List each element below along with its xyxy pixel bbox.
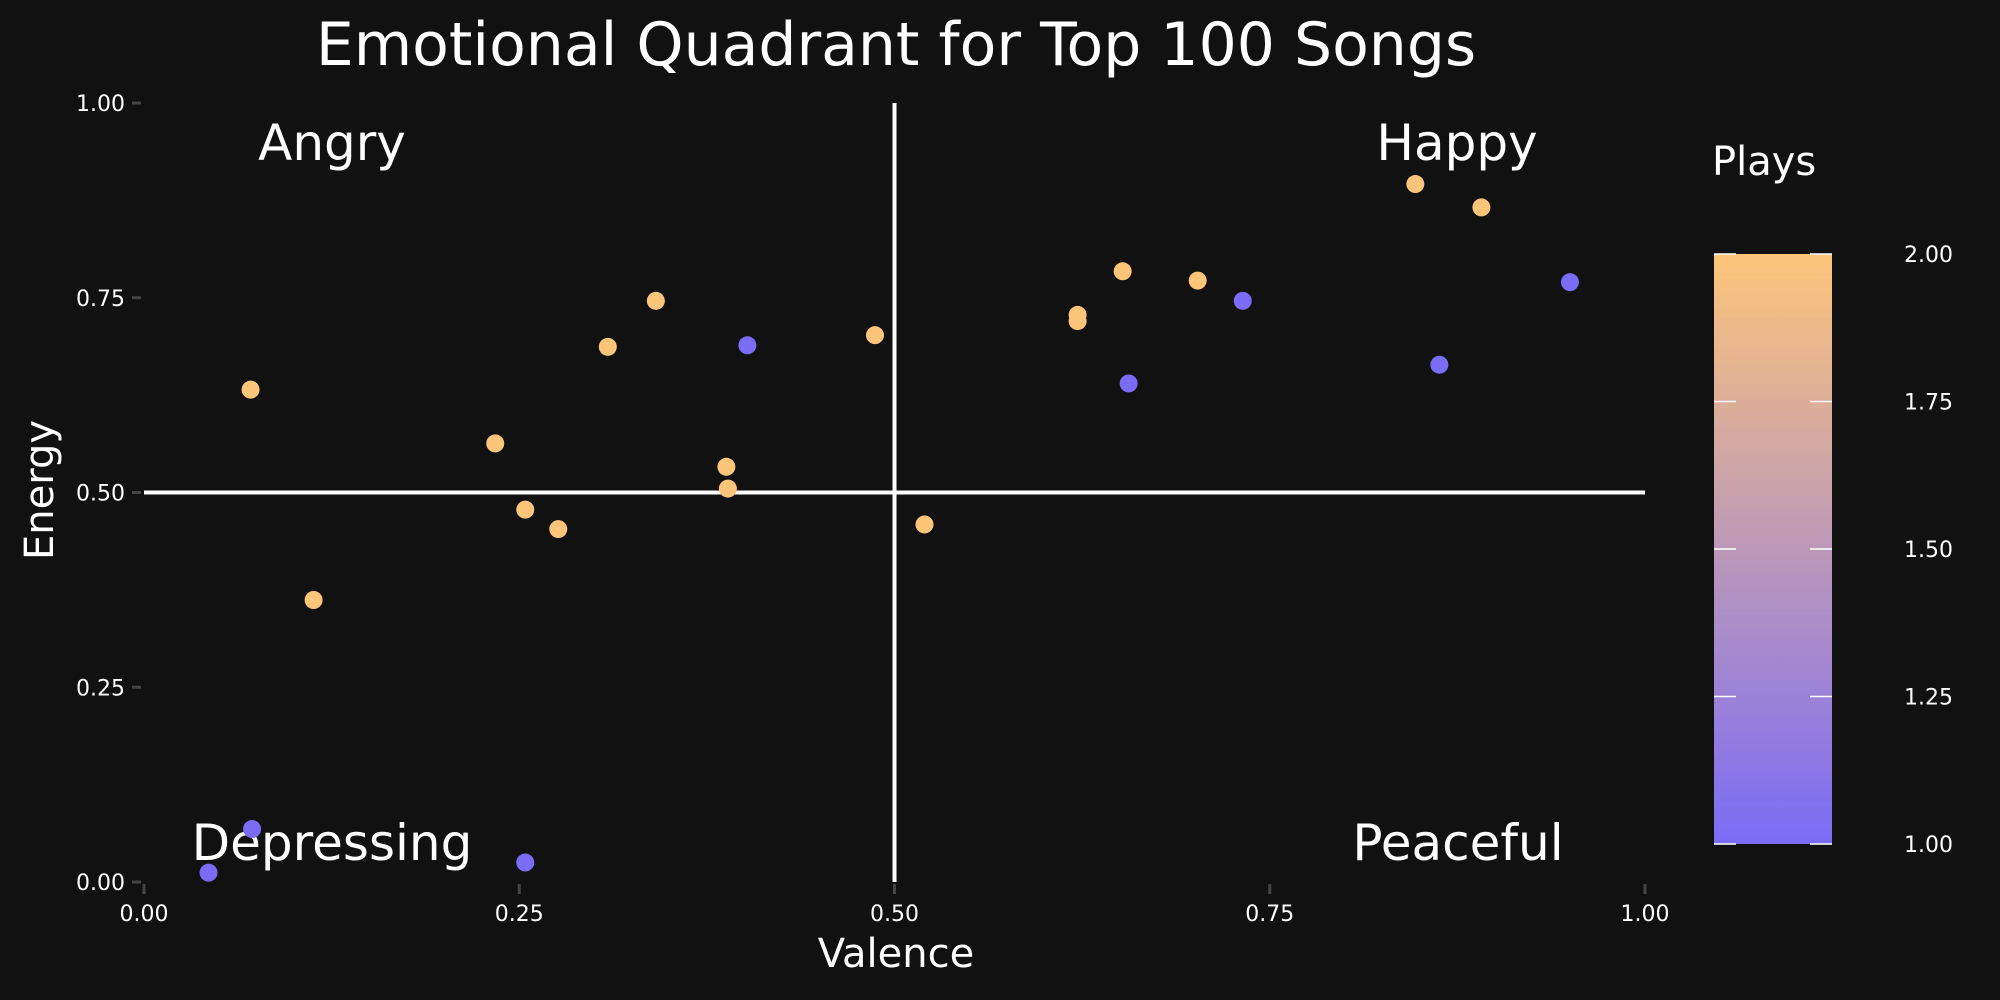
data-point xyxy=(865,326,884,345)
legend-title: Plays xyxy=(1712,139,1816,185)
legend-tick-label: 2.00 xyxy=(1904,243,1953,268)
legend-tick-label: 1.75 xyxy=(1904,391,1953,416)
data-point xyxy=(1560,273,1579,292)
legend-tick-label: 1.00 xyxy=(1904,833,1953,858)
data-point xyxy=(516,500,535,519)
quadrant-label-depressing: Depressing xyxy=(192,814,473,872)
legend-tick-label: 1.25 xyxy=(1904,686,1953,711)
data-point xyxy=(1472,198,1491,217)
data-point xyxy=(1068,312,1087,331)
data-point xyxy=(738,336,757,355)
x-tick-label: 0.00 xyxy=(120,902,169,927)
y-tick-label: 0.50 xyxy=(76,482,125,507)
x-axis-ticks: 0.00 0.25 0.50 0.75 1.00 xyxy=(120,884,1670,927)
x-axis-title: Valence xyxy=(818,931,974,977)
data-point xyxy=(718,479,737,498)
data-point xyxy=(1113,262,1132,281)
y-tick-label: 1.00 xyxy=(76,92,125,117)
quadrant-label-peaceful: Peaceful xyxy=(1352,814,1563,872)
data-point xyxy=(1430,355,1449,374)
data-point xyxy=(549,520,568,539)
color-legend: Plays 1.00 1.25 1.50 1.75 2.00 xyxy=(1712,139,1953,858)
data-point xyxy=(243,820,262,839)
data-point xyxy=(486,434,505,453)
y-axis-ticks: 0.00 0.25 0.50 0.75 1.00 xyxy=(76,92,141,896)
y-tick-label: 0.25 xyxy=(76,676,125,701)
data-point xyxy=(598,337,617,356)
data-points xyxy=(199,175,1579,882)
x-tick-label: 0.75 xyxy=(1245,902,1294,927)
data-point xyxy=(646,291,665,310)
y-axis-title: Energy xyxy=(17,420,63,560)
quadrant-label-angry: Angry xyxy=(258,114,406,172)
data-point xyxy=(1188,271,1207,290)
y-tick-label: 0.75 xyxy=(76,287,125,312)
data-point xyxy=(1119,374,1138,393)
data-point xyxy=(199,863,218,882)
x-tick-label: 0.50 xyxy=(870,902,919,927)
legend-ticks: 1.00 1.25 1.50 1.75 2.00 xyxy=(1714,243,1953,858)
legend-tick-label: 1.50 xyxy=(1904,538,1953,563)
data-point xyxy=(516,853,535,872)
data-point xyxy=(241,380,260,399)
x-tick-label: 0.25 xyxy=(495,902,544,927)
data-point xyxy=(717,457,736,476)
y-tick-label: 0.00 xyxy=(76,871,125,896)
quadrant-label-happy: Happy xyxy=(1376,114,1537,172)
chart-title: Emotional Quadrant for Top 100 Songs xyxy=(316,10,1476,80)
data-point xyxy=(915,515,934,534)
x-tick-label: 1.00 xyxy=(1621,902,1670,927)
data-point xyxy=(304,591,323,610)
data-point xyxy=(1406,175,1425,194)
data-point xyxy=(1233,291,1252,310)
